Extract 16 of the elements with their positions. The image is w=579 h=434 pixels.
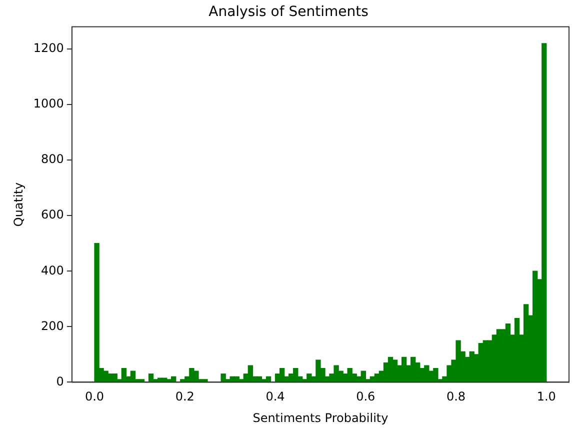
y-tick-label: 1200 [33, 41, 64, 56]
y-tick-label: 1000 [33, 96, 64, 111]
y-tick-label: 200 [41, 318, 64, 333]
x-tick-label: 0.4 [266, 390, 285, 404]
x-axis-title: Sentiments Probability [252, 410, 388, 425]
x-tick-label: 0.8 [446, 390, 466, 404]
chart-title: Analysis of Sentiments [208, 4, 368, 20]
y-tick-label: 800 [41, 152, 64, 166]
y-tick-label: 400 [41, 263, 64, 278]
y-tick-label: 600 [41, 208, 64, 222]
x-tick-label: 0.2 [175, 390, 194, 404]
y-axis-title: Quatity [11, 182, 26, 227]
x-tick-label: 0.6 [356, 390, 376, 404]
y-tick-label: 0 [56, 374, 64, 388]
x-tick-label: 1.0 [536, 390, 556, 404]
x-tick-label: 0.0 [84, 390, 104, 404]
